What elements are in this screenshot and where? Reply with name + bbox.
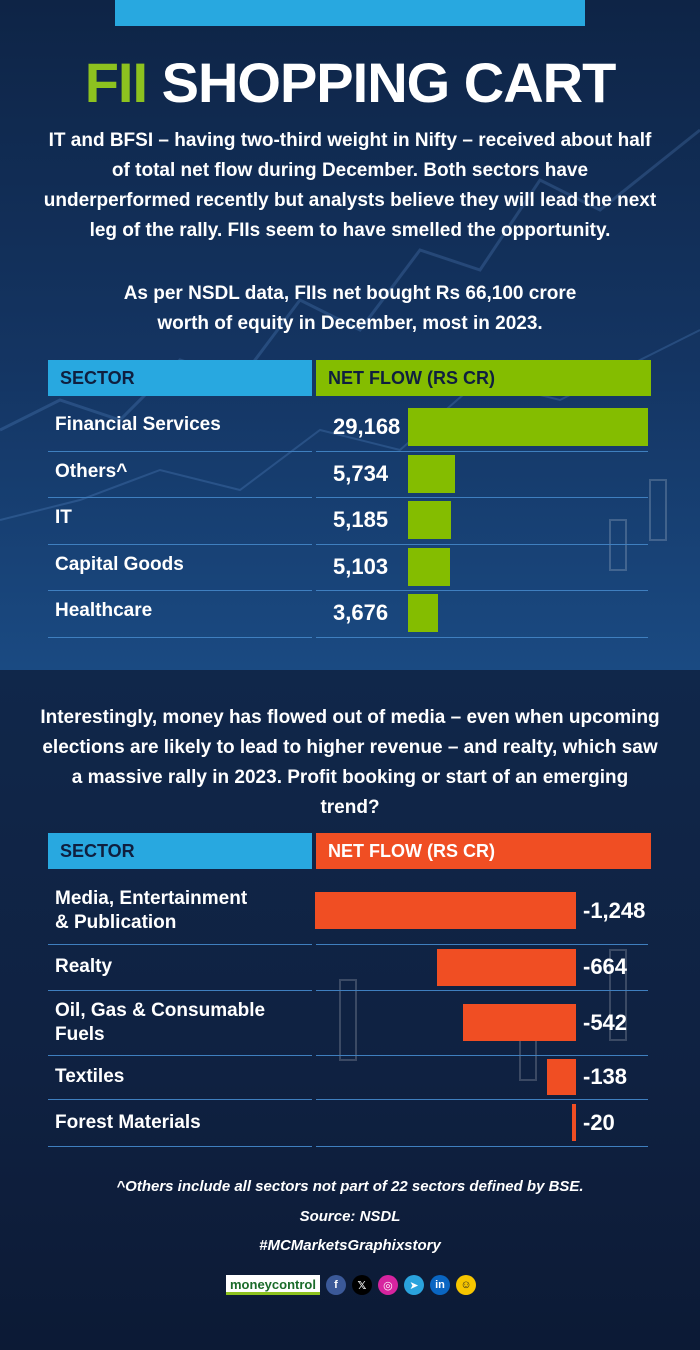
nsdl-line-2: worth of equity in December, most in 202… [157, 313, 543, 334]
row-divider [316, 1055, 648, 1056]
x-icon[interactable]: 𝕏 [351, 1275, 372, 1295]
top-accent-strip [115, 0, 585, 26]
facebook-icon[interactable]: f [325, 1275, 346, 1295]
inflow-sector-label: IT [55, 507, 72, 528]
inflow-sector-label: Others^ [55, 460, 128, 482]
row-divider [316, 497, 648, 498]
outflow-bar [315, 892, 576, 929]
row-divider [48, 1055, 312, 1056]
outflow-value-label: -664 [583, 954, 628, 979]
row-divider [316, 590, 648, 591]
row-divider [48, 1099, 312, 1100]
outflow-sector-label: Media, Entertainment & Publication [55, 887, 247, 935]
telegram-icon[interactable]: ➤ [403, 1275, 424, 1295]
inflow-bar [408, 547, 450, 586]
row-divider [316, 1099, 648, 1100]
outflow-value-label: -138 [583, 1064, 628, 1089]
inflow-bar [408, 454, 456, 493]
row-divider [316, 944, 648, 945]
inflow-bar [408, 408, 648, 446]
outflow-header-sector: SECTOR [48, 833, 312, 869]
intro-paragraph: IT and BFSI – having two-third weight in… [43, 130, 657, 241]
outflow-sector-label-line: Media, Entertainment [55, 887, 248, 909]
row-divider [48, 990, 312, 991]
title-main: SHOPPING CART [161, 51, 617, 114]
outflow-value-label: -542 [583, 1009, 628, 1035]
outflow-value-label: -20 [583, 1109, 615, 1135]
outflow-bar [571, 1104, 576, 1141]
row-divider [48, 543, 312, 545]
row-divider [48, 1146, 312, 1147]
row-divider [316, 1146, 648, 1147]
inflow-value-label: 3,676 [333, 600, 389, 625]
outflow-sector-label-line: Realty [55, 956, 113, 977]
nsdl-line-1: As per NSDL data, FIIs net bought Rs 66,… [123, 283, 577, 304]
linkedin-icon[interactable]: in [429, 1275, 450, 1295]
footnote: ^Others include all sectors not part of … [116, 1178, 584, 1195]
top-background [0, 0, 700, 670]
page-title: FII SHOPPING CART [0, 50, 700, 116]
inflow-bar [408, 594, 439, 632]
instagram-icon[interactable]: ◎ [377, 1275, 398, 1295]
outflow-sector-label: Forest Materials [55, 1111, 201, 1135]
row-divider [316, 450, 648, 452]
moneycontrol-logo[interactable]: moneycontrol [226, 1275, 320, 1295]
row-divider [48, 497, 312, 498]
brand-row: moneycontrol f 𝕏 ◎ ➤ in ☺ [226, 1274, 476, 1296]
inflow-value-label: 5,185 [333, 507, 389, 532]
bottom-background [0, 670, 700, 1350]
outflow-bar [437, 948, 576, 986]
inflow-header-value: NET FLOW (RS CR) [316, 360, 651, 396]
inflow-header-sector: SECTOR [48, 360, 312, 396]
row-divider [48, 636, 312, 638]
outflow-bar [547, 1059, 576, 1095]
row-divider [316, 636, 648, 638]
inflow-sector-label: Capital Goods [55, 553, 184, 575]
inflow-value-label: 5,103 [333, 553, 389, 579]
inflow-bar [408, 501, 451, 539]
outflow-sector-label: Oil, Gas & Consumable Fuels [55, 999, 265, 1047]
title-accent: FII [84, 51, 148, 114]
row-divider [316, 990, 648, 991]
outflow-header-value: NET FLOW (RS CR) [316, 833, 651, 869]
inflow-value-label: 5,734 [333, 460, 389, 486]
inflow-value-label: 29,168 [333, 414, 401, 439]
outflow-sector-label-line: Oil, Gas & Consumable [55, 999, 266, 1021]
inflow-sector-label: Financial Services [55, 414, 221, 435]
outflow-sector-label: Textiles [55, 1065, 124, 1089]
inflow-sector-label: Healthcare [55, 600, 153, 621]
row-divider [316, 543, 648, 545]
snapchat-icon[interactable]: ☺ [455, 1275, 476, 1295]
outflow-sector-label: Realty [55, 955, 112, 979]
hashtag: #MCMarketsGraphixstory [259, 1237, 441, 1254]
outflow-sector-label-line: Fuels [55, 1023, 105, 1045]
outflow-bar [462, 1004, 576, 1041]
outflow-sector-label-line: Forest Materials [55, 1111, 201, 1133]
row-divider [48, 450, 312, 452]
outflow-paragraph: Interestingly, money has flowed out of m… [40, 707, 660, 818]
outflow-sector-label-line: Textiles [55, 1066, 125, 1087]
row-divider [48, 944, 312, 945]
outflow-sector-label-line: & Publication [55, 911, 177, 933]
nsdl-paragraph: As per NSDL data, FIIs net bought Rs 66,… [40, 279, 660, 339]
source-note: Source: NSDL [299, 1208, 401, 1225]
row-divider [48, 590, 312, 591]
outflow-value-label: -1,248 [583, 897, 646, 923]
